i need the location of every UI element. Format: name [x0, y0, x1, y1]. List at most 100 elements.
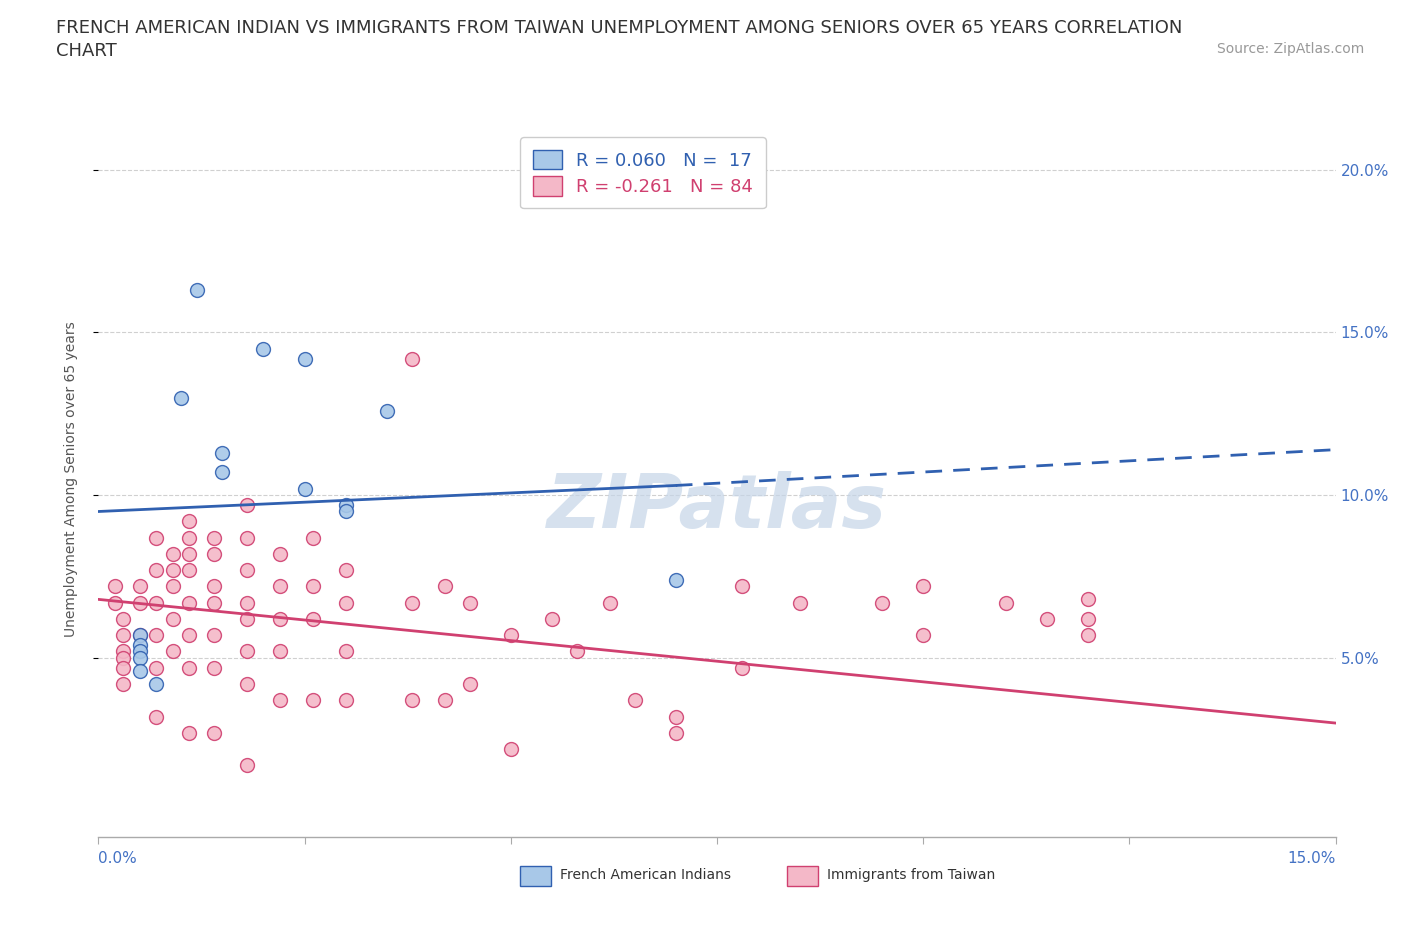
Point: [104, 595, 127, 610]
Text: Source: ZipAtlas.com: Source: ZipAtlas.com: [1216, 42, 1364, 56]
Point: [145, 563, 167, 578]
Point: [912, 628, 935, 643]
Point: [145, 628, 167, 643]
Point: [128, 644, 150, 658]
Point: [128, 595, 150, 610]
Point: [665, 572, 688, 588]
Point: [112, 660, 135, 675]
Point: [202, 547, 225, 562]
Point: [623, 693, 645, 708]
Point: [731, 578, 754, 594]
Point: [179, 563, 201, 578]
Text: 15.0%: 15.0%: [1288, 851, 1336, 866]
Point: [236, 563, 259, 578]
Point: [302, 693, 325, 708]
Point: [145, 595, 167, 610]
Point: [170, 390, 193, 405]
Text: Immigrants from Taiwan: Immigrants from Taiwan: [827, 868, 995, 883]
Point: [269, 693, 291, 708]
Point: [665, 709, 688, 724]
Point: [236, 612, 259, 627]
Point: [179, 595, 201, 610]
Point: [252, 341, 274, 356]
Point: [458, 677, 481, 692]
Point: [179, 725, 201, 740]
Point: [912, 578, 935, 594]
Point: [458, 595, 481, 610]
Point: [335, 498, 357, 512]
Point: [731, 660, 754, 675]
Point: [145, 709, 167, 724]
Point: [335, 693, 357, 708]
Text: FRENCH AMERICAN INDIAN VS IMMIGRANTS FROM TAIWAN UNEMPLOYMENT AMONG SENIORS OVER: FRENCH AMERICAN INDIAN VS IMMIGRANTS FRO…: [56, 19, 1182, 36]
Point: [565, 644, 588, 658]
Point: [112, 677, 135, 692]
Point: [202, 530, 225, 545]
Point: [162, 612, 184, 627]
Point: [236, 498, 259, 512]
Point: [179, 530, 201, 545]
Point: [1036, 612, 1059, 627]
Point: [499, 628, 522, 643]
Point: [302, 530, 325, 545]
Point: [870, 595, 893, 610]
Point: [202, 578, 225, 594]
Text: CHART: CHART: [56, 42, 117, 60]
Point: [162, 563, 184, 578]
Point: [162, 547, 184, 562]
Point: [162, 578, 184, 594]
Point: [236, 677, 259, 692]
Point: [541, 612, 564, 627]
Point: [302, 578, 325, 594]
Point: [994, 595, 1017, 610]
Point: [179, 660, 201, 675]
Point: [665, 725, 688, 740]
Point: [145, 677, 167, 692]
Legend: R = 0.060   N =  17, R = -0.261   N = 84: R = 0.060 N = 17, R = -0.261 N = 84: [520, 137, 765, 208]
Point: [236, 758, 259, 773]
Point: [269, 547, 291, 562]
Point: [202, 595, 225, 610]
Text: French American Indians: French American Indians: [560, 868, 731, 883]
Point: [112, 644, 135, 658]
Point: [499, 742, 522, 757]
Point: [202, 725, 225, 740]
Text: 0.0%: 0.0%: [98, 851, 138, 866]
Point: [335, 563, 357, 578]
Point: [128, 628, 150, 643]
Text: ZIPatlas: ZIPatlas: [547, 472, 887, 544]
Point: [1077, 591, 1099, 606]
Point: [375, 404, 398, 418]
Point: [294, 482, 316, 497]
Y-axis label: Unemployment Among Seniors over 65 years: Unemployment Among Seniors over 65 years: [63, 321, 77, 637]
Point: [433, 693, 456, 708]
Point: [335, 595, 357, 610]
Point: [1077, 628, 1099, 643]
Point: [128, 578, 150, 594]
Point: [128, 628, 150, 643]
Point: [269, 578, 291, 594]
Point: [112, 612, 135, 627]
Point: [236, 595, 259, 610]
Point: [112, 651, 135, 666]
Point: [401, 693, 423, 708]
Point: [112, 628, 135, 643]
Point: [186, 283, 208, 298]
Point: [179, 513, 201, 528]
Point: [179, 547, 201, 562]
Point: [128, 638, 150, 653]
Point: [433, 578, 456, 594]
Point: [202, 628, 225, 643]
Point: [335, 644, 357, 658]
Point: [211, 465, 233, 480]
Point: [236, 644, 259, 658]
Point: [401, 351, 423, 365]
Point: [401, 595, 423, 610]
Point: [302, 612, 325, 627]
Point: [211, 445, 233, 460]
Point: [128, 664, 150, 679]
Point: [104, 578, 127, 594]
Point: [236, 530, 259, 545]
Point: [789, 595, 811, 610]
Point: [269, 612, 291, 627]
